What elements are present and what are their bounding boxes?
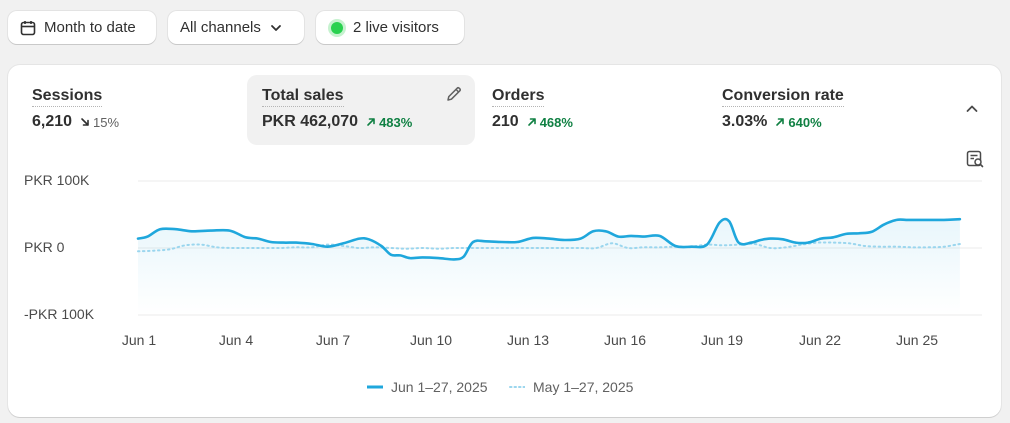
analytics-card: Sessions 6,210 15% Total sales PKR 462,0… <box>8 65 1001 417</box>
metric-value: PKR 462,070 <box>262 113 359 130</box>
y-tick-label: PKR 100K <box>24 172 90 188</box>
date-range-button[interactable]: Month to date <box>8 11 156 44</box>
x-tick-label: Jun 16 <box>603 332 647 348</box>
metric-delta-value: 483% <box>379 114 413 130</box>
chart-explore-icon[interactable] <box>965 149 985 174</box>
metric-total-sales[interactable]: Total sales PKR 462,070 483% <box>247 75 475 145</box>
x-tick-label: Jun 25 <box>895 332 939 348</box>
metric-value: 210 <box>492 113 519 130</box>
metric-delta: 640% <box>775 114 822 130</box>
x-tick-label: Jun 4 <box>218 332 254 348</box>
y-tick-label: PKR 0 <box>24 239 65 255</box>
metric-label: Conversion rate <box>722 87 844 107</box>
arrow-up-right-icon <box>367 118 375 126</box>
metric-delta: 483% <box>366 115 412 130</box>
x-tick-label: Jun 10 <box>409 332 453 348</box>
metric-delta-value: 468% <box>539 114 573 130</box>
arrow-up-right-icon <box>527 118 536 126</box>
metric-sessions[interactable]: Sessions 6,210 15% <box>17 75 245 145</box>
live-status-dot <box>331 21 343 34</box>
x-tick-label: Jun 19 <box>700 332 744 348</box>
x-tick-label: Jun 22 <box>798 332 842 348</box>
calendar-icon <box>20 20 36 36</box>
chevron-down-icon <box>269 21 283 35</box>
current-series-area <box>138 219 960 315</box>
legend-dotted-swatch <box>509 386 525 388</box>
legend-solid-swatch <box>367 385 383 389</box>
metric-delta: 468% <box>527 115 573 130</box>
metric-value: 6,210 <box>32 113 73 130</box>
current-series-line <box>136 217 962 261</box>
metric-delta: 15% <box>80 115 119 130</box>
metric-label: Total sales <box>262 87 344 107</box>
sales-line-chart <box>136 180 982 316</box>
legend-item-previous[interactable]: May 1–27, 2025 <box>509 379 633 395</box>
live-visitors-label: 2 live visitors <box>353 19 439 36</box>
x-tick-label: Jun 13 <box>506 332 550 348</box>
y-tick-label: -PKR 100K <box>24 306 95 322</box>
metric-value: 3.03% <box>722 113 768 130</box>
date-range-label: Month to date <box>44 19 136 36</box>
live-visitors-button[interactable]: 2 live visitors <box>316 11 464 44</box>
metric-label: Orders <box>492 87 545 107</box>
metric-delta-value: 15% <box>93 114 120 130</box>
chevron-up-icon[interactable] <box>964 101 980 122</box>
legend-label: May 1–27, 2025 <box>533 379 634 395</box>
arrow-down-right-icon <box>81 118 89 126</box>
metric-label: Sessions <box>32 87 103 107</box>
previous-series-line <box>137 241 961 253</box>
metric-delta-value: 640% <box>788 114 822 130</box>
legend-label: Jun 1–27, 2025 <box>391 379 488 395</box>
pencil-icon[interactable] <box>445 85 463 108</box>
metric-conversion-rate[interactable]: Conversion rate 3.03% 640% <box>707 75 935 145</box>
channels-dropdown[interactable]: All channels <box>168 11 304 44</box>
legend-item-current[interactable]: Jun 1–27, 2025 <box>367 379 488 395</box>
arrow-up-right-icon <box>776 118 785 126</box>
x-tick-label: Jun 7 <box>315 332 351 348</box>
channels-label: All channels <box>180 19 261 36</box>
metric-orders[interactable]: Orders 210 468% <box>477 75 705 145</box>
x-tick-label: Jun 1 <box>121 332 157 348</box>
